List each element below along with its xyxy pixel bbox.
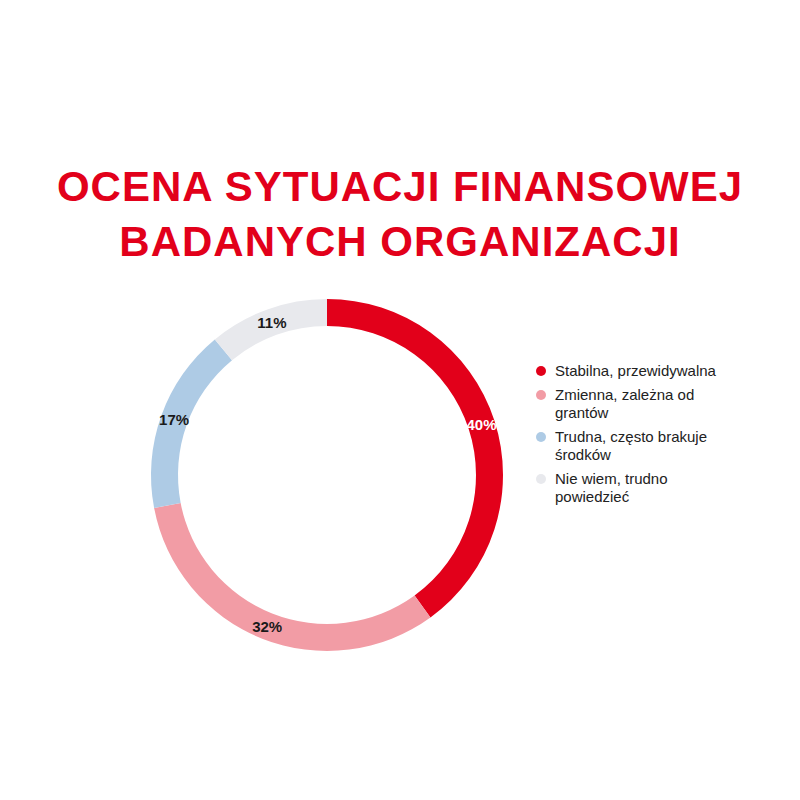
html-text:OCENA SYTUACJI FINANSOWEJ BADA: OCENA SYTUACJI FINANSOWEJ BADANYCH ORGAN…	[56, 163, 744, 265]
svg-text:32%: 32%	[252, 618, 282, 635]
html-text:Trudna, często brakuje środków: Trudna, często brakuje środków	[555, 428, 707, 463]
svg-text:17%: 17%	[159, 411, 189, 428]
html-text:Stabilna, przewidywalna: Stabilna, przewidywalna	[555, 362, 716, 379]
html-text:Zmienna, zależna od grantów: Zmienna, zależna od grantów	[555, 386, 695, 421]
html-text:Nie wiem, trudno powiedzieć: Nie wiem, trudno powiedzieć	[555, 470, 668, 505]
svg-text:40%: 40%	[467, 416, 497, 433]
svg-text:11%: 11%	[257, 314, 286, 331]
